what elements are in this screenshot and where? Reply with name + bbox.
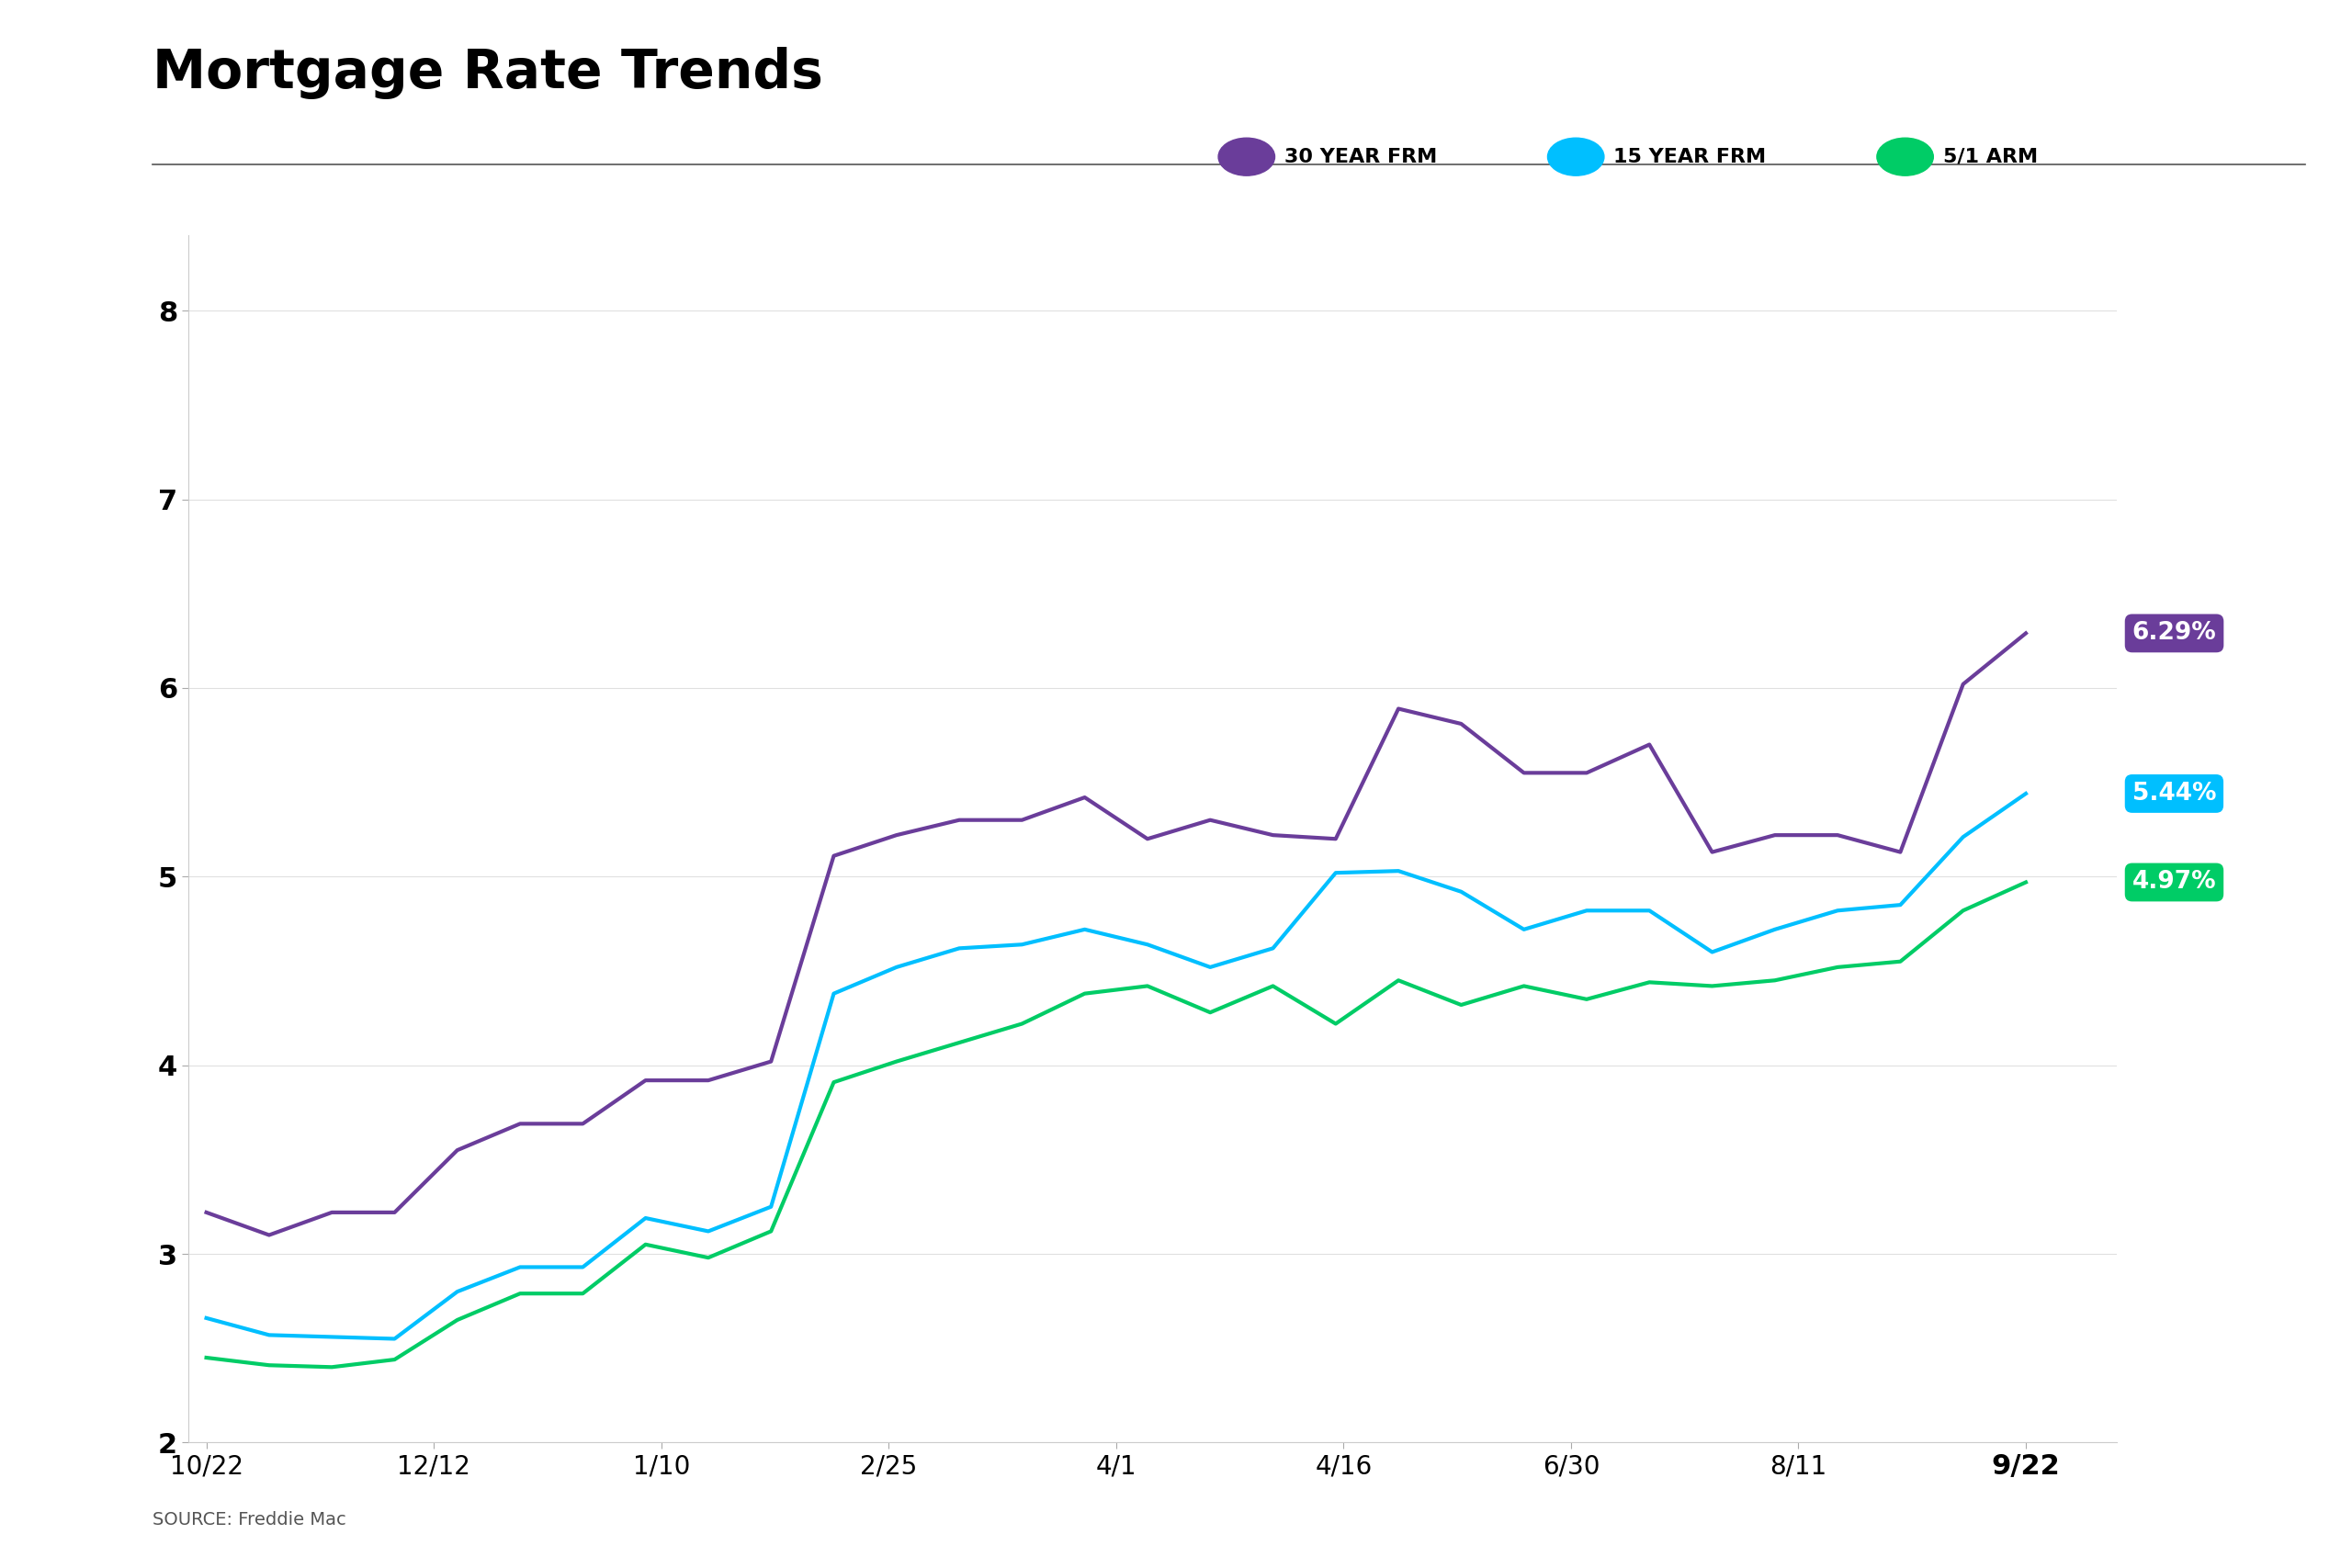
Text: SOURCE: Freddie Mac: SOURCE: Freddie Mac [153, 1512, 346, 1529]
Text: 5/1 ARM: 5/1 ARM [1943, 147, 2037, 166]
Text: 6.29%: 6.29% [2133, 621, 2216, 644]
Text: 5.44%: 5.44% [2133, 782, 2216, 806]
Text: 15 YEAR FRM: 15 YEAR FRM [1613, 147, 1766, 166]
Text: 30 YEAR FRM: 30 YEAR FRM [1284, 147, 1437, 166]
Text: 4.97%: 4.97% [2133, 870, 2216, 894]
Text: Mortgage Rate Trends: Mortgage Rate Trends [153, 47, 823, 99]
